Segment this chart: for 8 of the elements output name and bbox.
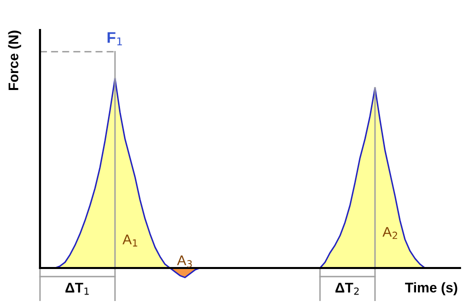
annotation: A$_{1}$ xyxy=(122,234,138,246)
text: ΔT$_{1}$ xyxy=(65,282,89,295)
text: ΔT$_{2}$ xyxy=(335,282,359,295)
annotation: A$_{3}$ xyxy=(177,256,192,268)
y-axis-title: Force (N) xyxy=(8,30,22,90)
x-axis-title: Time (s) xyxy=(405,282,458,296)
ref-line-label: F$_{1}$ xyxy=(108,32,122,46)
annotation: A$_{2}$ xyxy=(382,227,398,239)
